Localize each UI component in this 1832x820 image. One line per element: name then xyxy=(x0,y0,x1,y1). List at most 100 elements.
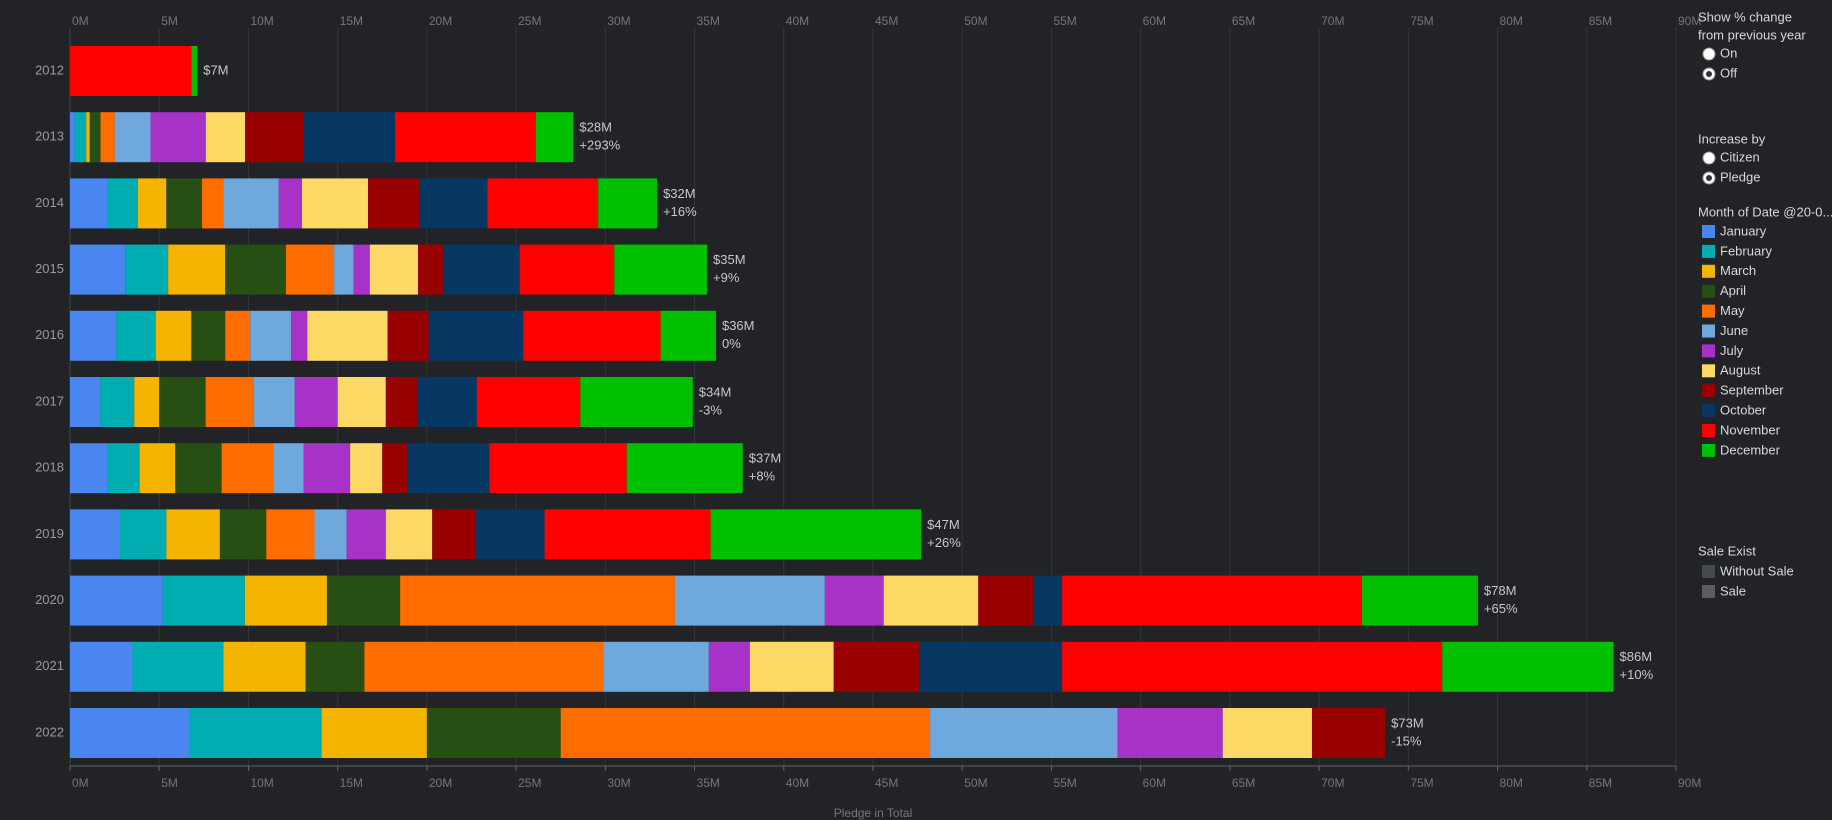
bar-segment xyxy=(223,641,306,692)
bar-segment xyxy=(70,178,108,229)
bar-segment xyxy=(116,310,156,361)
control-title: Show % change xyxy=(1698,9,1792,24)
bar-segment xyxy=(162,575,245,626)
legend-swatch[interactable] xyxy=(1702,244,1715,258)
legend-label[interactable]: June xyxy=(1720,323,1748,338)
bar-segment xyxy=(382,443,408,494)
bar-segment xyxy=(1117,708,1223,758)
radio-label[interactable]: Citizen xyxy=(1720,149,1760,164)
bar-segment xyxy=(400,575,675,626)
y-tick-label: 2022 xyxy=(35,724,64,739)
legend-label[interactable]: February xyxy=(1720,243,1773,258)
bar-segment xyxy=(930,708,1118,758)
bar-segment xyxy=(387,310,429,361)
legend-swatch[interactable] xyxy=(1702,443,1715,457)
bar-segment xyxy=(294,377,338,427)
legend-swatch[interactable] xyxy=(1702,424,1715,437)
bar-segment xyxy=(191,46,198,96)
radio-label[interactable]: On xyxy=(1720,45,1737,60)
bar-segment xyxy=(125,244,169,295)
bar-segment xyxy=(86,112,90,163)
legend-swatch[interactable] xyxy=(1702,264,1715,278)
x-tick-label: 25M xyxy=(518,14,541,28)
bar-segment xyxy=(159,377,206,427)
x-tick-label: 55M xyxy=(1053,776,1076,790)
bar-segment xyxy=(626,443,743,494)
legend-label[interactable]: August xyxy=(1720,363,1761,378)
radio-label[interactable]: Off xyxy=(1720,65,1737,80)
x-tick-label: 15M xyxy=(340,14,363,28)
total-label: $47M xyxy=(927,517,960,532)
legend-label[interactable]: December xyxy=(1720,442,1781,457)
change-label: +26% xyxy=(927,535,961,550)
bar-segment xyxy=(1033,575,1063,626)
legend-label[interactable]: July xyxy=(1720,343,1744,358)
bar-segment xyxy=(278,178,302,229)
x-tick-label: 35M xyxy=(697,776,720,790)
legend-label[interactable]: Without Sale xyxy=(1720,563,1794,578)
bar-segment xyxy=(1442,641,1614,692)
x-tick-label: 50M xyxy=(964,776,987,790)
radio-button[interactable] xyxy=(1702,151,1716,165)
legend-swatch[interactable] xyxy=(1702,585,1715,598)
bar-segment xyxy=(519,244,615,295)
x-tick-label: 10M xyxy=(250,776,273,790)
legend-swatch[interactable] xyxy=(1702,565,1715,578)
legend-swatch[interactable] xyxy=(1702,284,1715,298)
y-tick-label: 2016 xyxy=(35,327,64,342)
change-label: -3% xyxy=(699,402,723,417)
x-tick-label: 20M xyxy=(429,776,452,790)
change-label: +16% xyxy=(663,204,697,219)
bar-segment xyxy=(285,244,335,295)
bar-segment xyxy=(70,377,101,427)
legend-swatch[interactable] xyxy=(1702,384,1715,398)
bar-segment xyxy=(70,310,117,361)
legend-label[interactable]: May xyxy=(1720,303,1745,318)
legend-swatch[interactable] xyxy=(1702,225,1715,238)
bar-segment xyxy=(353,244,370,295)
legend-label[interactable]: March xyxy=(1720,263,1756,278)
legend-swatch[interactable] xyxy=(1702,364,1715,378)
legend-label[interactable]: January xyxy=(1720,223,1767,238)
legend-swatch[interactable] xyxy=(1702,344,1715,358)
x-tick-label: 70M xyxy=(1321,14,1344,28)
bar-segment xyxy=(100,112,115,163)
legend-swatch[interactable] xyxy=(1702,304,1715,318)
bar-segment xyxy=(417,244,443,295)
legend-label[interactable]: September xyxy=(1720,383,1784,398)
bar-segment xyxy=(266,509,315,560)
bar-segment xyxy=(70,443,108,494)
change-label: +9% xyxy=(713,270,740,285)
radio-label[interactable]: Pledge xyxy=(1720,169,1760,184)
bar-segment xyxy=(417,377,477,427)
bar-segment xyxy=(168,244,226,295)
bar-segment xyxy=(175,443,222,494)
bar-segment xyxy=(303,112,395,163)
radio-button[interactable] xyxy=(1702,47,1716,61)
legend-swatch[interactable] xyxy=(1702,324,1715,338)
bar-segment xyxy=(385,509,433,560)
legend-swatch[interactable] xyxy=(1702,404,1715,418)
legend-title: Month of Date @20-0... xyxy=(1698,204,1832,219)
bar-segment xyxy=(70,509,120,560)
legend-label[interactable]: October xyxy=(1720,403,1767,418)
y-tick-label: 2013 xyxy=(35,129,64,144)
legend-label[interactable]: Sale xyxy=(1720,583,1746,598)
bar-segment xyxy=(442,244,520,295)
bar-segment xyxy=(191,310,226,361)
bar-segment xyxy=(273,443,304,494)
bar-segment xyxy=(205,377,254,427)
change-label: +10% xyxy=(1620,667,1654,682)
legend-label[interactable]: November xyxy=(1720,422,1781,437)
bar-segment xyxy=(301,178,369,229)
legend-label[interactable]: April xyxy=(1720,283,1746,298)
bar-segment xyxy=(674,575,825,626)
radio-dot xyxy=(1706,175,1712,181)
x-tick-label: 5M xyxy=(161,14,178,28)
x-tick-label: 65M xyxy=(1232,14,1255,28)
bar-segment xyxy=(89,112,101,163)
bar-segment xyxy=(614,244,708,295)
total-label: $35M xyxy=(713,252,746,267)
bar-segment xyxy=(544,509,711,560)
